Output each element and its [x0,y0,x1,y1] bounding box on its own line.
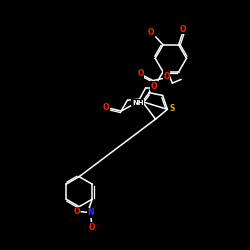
Text: ⁻: ⁻ [95,225,98,230]
Text: O: O [148,28,154,37]
Text: S: S [170,104,175,113]
Text: O: O [180,25,186,34]
Text: O: O [163,72,170,81]
Text: ⁺: ⁺ [94,206,96,210]
Text: O: O [89,223,95,232]
Text: O: O [73,207,80,216]
Text: O: O [103,103,110,112]
Text: N: N [87,208,94,217]
Text: O: O [151,82,157,90]
Text: NH: NH [132,100,144,106]
Text: O: O [137,69,144,78]
